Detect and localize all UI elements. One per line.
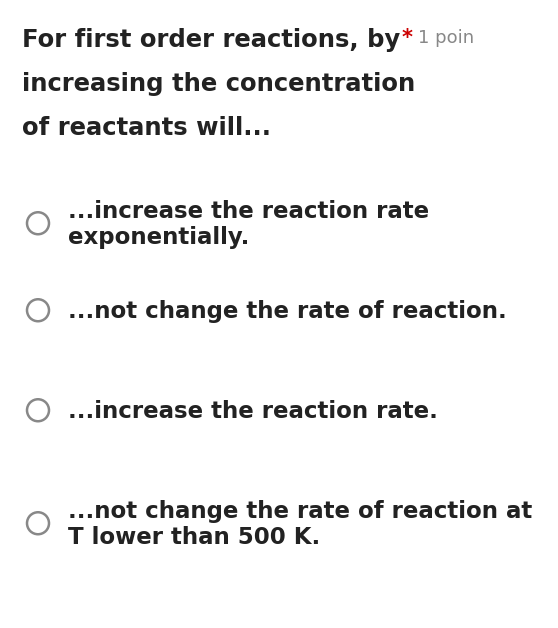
Text: increasing the concentration: increasing the concentration (22, 72, 415, 96)
Text: ...increase the reaction rate.: ...increase the reaction rate. (68, 400, 438, 423)
Text: ...not change the rate of reaction.: ...not change the rate of reaction. (68, 300, 507, 323)
Text: For first order reactions, by: For first order reactions, by (22, 28, 400, 52)
Text: *: * (402, 28, 413, 48)
Text: exponentially.: exponentially. (68, 226, 249, 249)
Text: ...increase the reaction rate: ...increase the reaction rate (68, 200, 429, 223)
Text: of reactants will...: of reactants will... (22, 116, 271, 140)
Text: ...not change the rate of reaction at: ...not change the rate of reaction at (68, 500, 532, 523)
Text: 1 poin: 1 poin (418, 29, 474, 47)
Text: T lower than 500 K.: T lower than 500 K. (68, 526, 320, 549)
